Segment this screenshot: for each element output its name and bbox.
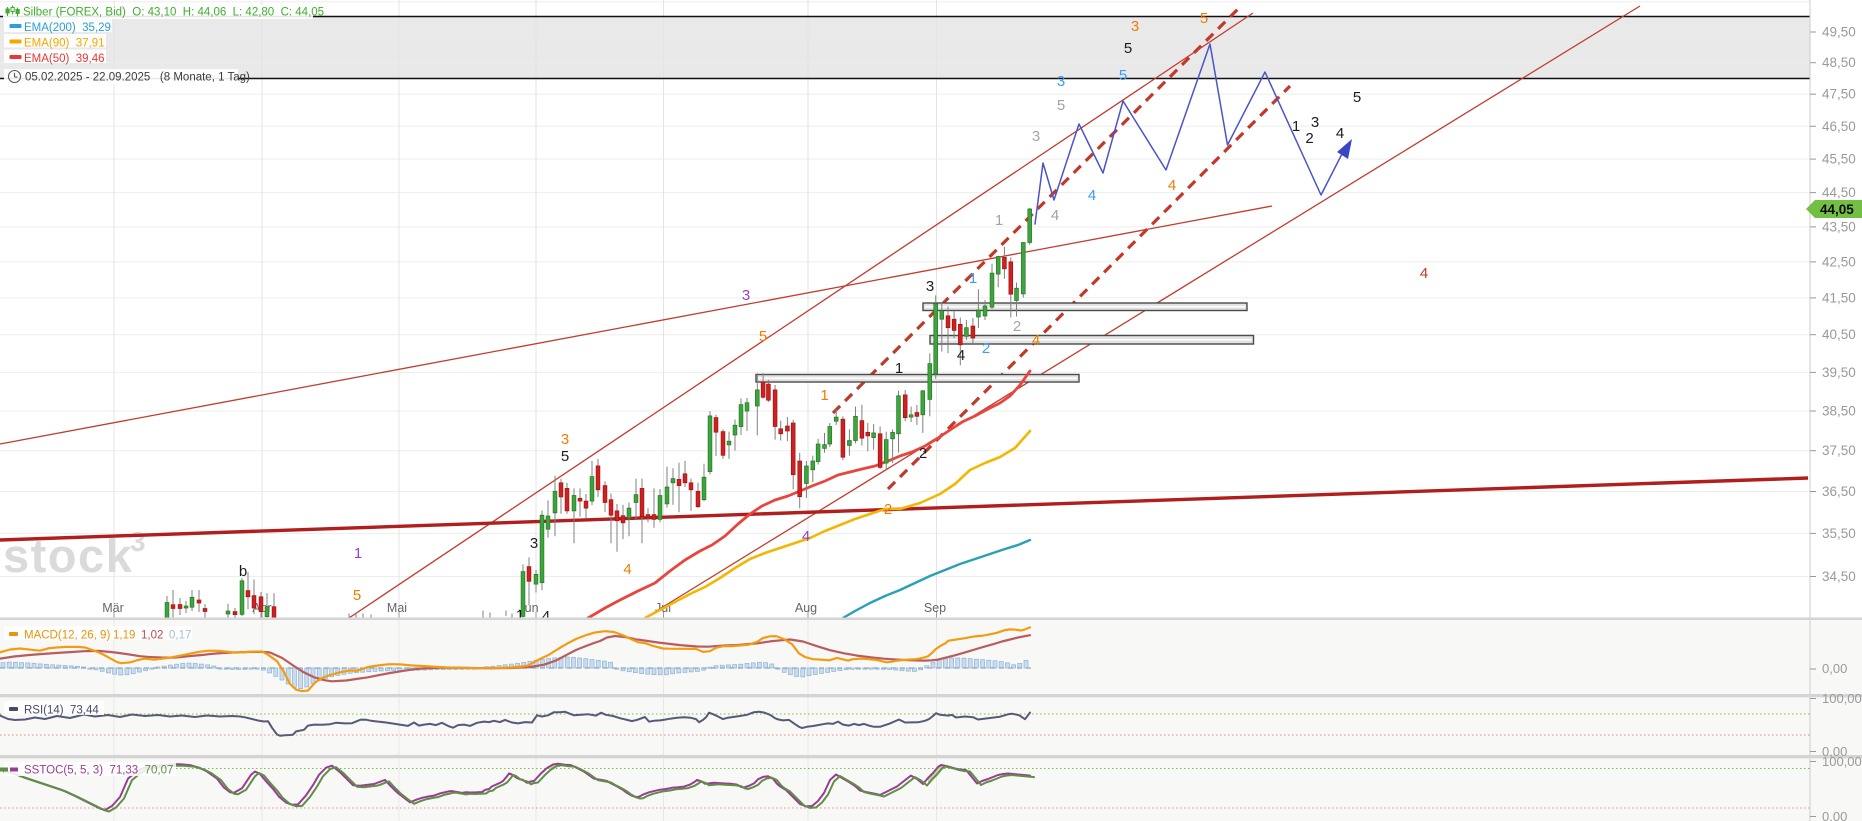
- svg-text:1: 1: [969, 270, 977, 287]
- svg-text:3: 3: [926, 278, 934, 295]
- svg-text:SSTOC(5, 5, 3) 71,33 70,07: SSTOC(5, 5, 3) 71,33 70,07: [24, 765, 173, 777]
- svg-text:2: 2: [884, 501, 892, 518]
- svg-text:EMA(200) 35,29: EMA(200) 35,29: [24, 22, 111, 34]
- svg-text:4: 4: [623, 561, 631, 578]
- svg-text:37,50: 37,50: [1822, 443, 1856, 458]
- svg-text:1: 1: [1292, 118, 1300, 135]
- svg-text:05.02.2025 - 22.09.2025 (8 M: 05.02.2025 - 22.09.2025 (8 Monate, 1 Tag…: [25, 72, 250, 84]
- svg-text:100,00: 100,00: [1822, 691, 1862, 706]
- svg-text:Mai: Mai: [387, 601, 407, 615]
- svg-text:3: 3: [1057, 73, 1065, 90]
- svg-text:4: 4: [1051, 207, 1059, 224]
- svg-text:38,50: 38,50: [1822, 404, 1856, 419]
- svg-text:49,50: 49,50: [1822, 25, 1856, 40]
- svg-text:45,50: 45,50: [1822, 152, 1856, 167]
- svg-text:b: b: [239, 563, 247, 580]
- svg-text:1: 1: [995, 212, 1003, 229]
- svg-text:MACD(12, 26, 9): MACD(12, 26, 9): [24, 630, 110, 642]
- svg-text:1,02: 1,02: [141, 630, 163, 642]
- svg-text:41,50: 41,50: [1822, 290, 1856, 305]
- svg-text:5: 5: [1057, 97, 1065, 114]
- svg-text:4: 4: [1420, 265, 1428, 282]
- svg-text:3: 3: [742, 287, 750, 304]
- svg-text:Mär: Mär: [102, 601, 124, 615]
- svg-text:4: 4: [542, 608, 550, 625]
- svg-text:1: 1: [516, 607, 524, 624]
- svg-text:46,50: 46,50: [1822, 119, 1856, 134]
- svg-text:4: 4: [802, 528, 810, 545]
- svg-text:4: 4: [1088, 187, 1096, 204]
- svg-text:36,50: 36,50: [1822, 484, 1856, 499]
- svg-text:42,50: 42,50: [1822, 254, 1856, 269]
- svg-text:5: 5: [1124, 40, 1132, 57]
- svg-text:Sep: Sep: [924, 601, 946, 615]
- svg-text:47,50: 47,50: [1822, 87, 1856, 102]
- svg-text:44,05: 44,05: [1820, 202, 1854, 217]
- svg-text:2: 2: [919, 445, 927, 462]
- svg-text:40,50: 40,50: [1822, 327, 1856, 342]
- svg-text:1: 1: [820, 387, 828, 404]
- svg-text:1: 1: [354, 545, 362, 562]
- svg-text:4: 4: [957, 347, 965, 364]
- svg-text:39,50: 39,50: [1822, 365, 1856, 380]
- svg-text:3: 3: [530, 535, 538, 552]
- svg-text:35,50: 35,50: [1822, 526, 1856, 541]
- svg-text:44,50: 44,50: [1822, 185, 1856, 200]
- svg-text:0,00: 0,00: [1822, 661, 1847, 676]
- svg-text:Aug: Aug: [795, 601, 817, 615]
- svg-text:2: 2: [982, 340, 990, 357]
- svg-text:5: 5: [759, 328, 767, 345]
- svg-text:4: 4: [1032, 332, 1040, 349]
- svg-text:5: 5: [353, 587, 361, 604]
- svg-text:Silber (FOREX, Bid) O: 43,10: Silber (FOREX, Bid) O: 43,10 H: 44,06 L:…: [23, 7, 324, 19]
- svg-text:1,19: 1,19: [113, 630, 135, 642]
- svg-text:34,50: 34,50: [1822, 569, 1856, 584]
- svg-text:3: 3: [1131, 18, 1139, 35]
- svg-text:3: 3: [130, 526, 146, 557]
- svg-text:100,00: 100,00: [1822, 754, 1862, 769]
- svg-text:2: 2: [1013, 318, 1021, 335]
- svg-text:3: 3: [561, 431, 569, 448]
- svg-text:48,50: 48,50: [1822, 55, 1856, 70]
- svg-text:3: 3: [1032, 128, 1040, 145]
- svg-text:0,17: 0,17: [169, 630, 191, 642]
- svg-text:5: 5: [1353, 89, 1361, 106]
- svg-text:5: 5: [1119, 67, 1127, 84]
- svg-text:EMA(90) 37,91: EMA(90) 37,91: [24, 38, 105, 50]
- svg-text:2: 2: [1305, 130, 1313, 147]
- svg-text:0,00: 0,00: [1822, 809, 1847, 821]
- svg-text:RSI(14) 73,44: RSI(14) 73,44: [24, 705, 99, 717]
- svg-text:EMA(50) 39,46: EMA(50) 39,46: [24, 53, 105, 65]
- svg-text:4: 4: [1336, 125, 1344, 142]
- svg-text:5: 5: [1200, 10, 1208, 27]
- svg-text:4: 4: [1168, 177, 1176, 194]
- svg-text:0,00: 0,00: [1822, 744, 1847, 759]
- svg-text:43,50: 43,50: [1822, 219, 1856, 234]
- svg-text:1: 1: [895, 360, 903, 377]
- svg-text:3: 3: [1311, 114, 1319, 131]
- svg-text:5: 5: [561, 448, 569, 465]
